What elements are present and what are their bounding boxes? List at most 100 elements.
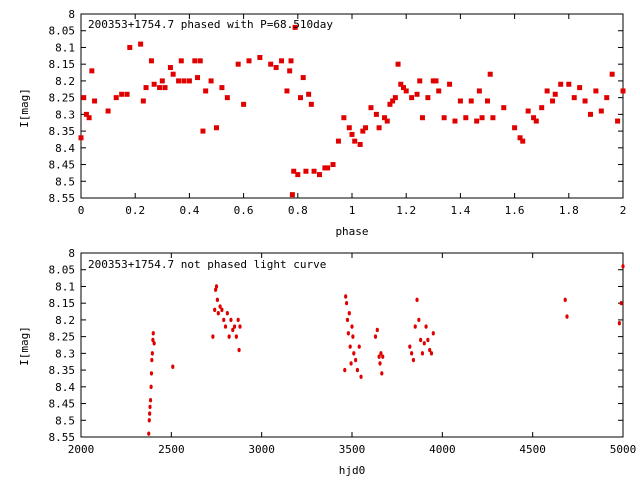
unphased-y-tick-label: 8.25 [49, 331, 76, 344]
phased-data-point [441, 115, 447, 121]
phased-data-point [403, 88, 409, 94]
phased-x-tick-label: 0.8 [288, 204, 308, 217]
phased-data-point [81, 95, 87, 101]
unphased-data-point [150, 351, 154, 356]
unphased-data-point [379, 351, 383, 356]
phased-data-point [197, 58, 203, 64]
phased-y-tick-label: 8.4 [55, 142, 75, 155]
unphased-data-point [375, 327, 379, 333]
unphased-y-tick-label: 8.15 [49, 297, 76, 310]
phased-data-point [474, 118, 480, 124]
unphased-data-point [359, 374, 363, 379]
phased-data-point [138, 41, 144, 47]
unphased-data-point [350, 324, 354, 329]
phased-data-point [170, 71, 176, 77]
phased-chart-title: 200353+1754.7 phased with P=68.510day [88, 18, 333, 31]
phased-y-tick-label: 8.2 [55, 75, 75, 88]
unphased-data-point [411, 357, 416, 363]
phased-data-point [544, 88, 550, 94]
phased-data-point [463, 115, 469, 121]
unphased-y-tick-label: 8.4 [55, 381, 75, 394]
phased-data-point [176, 78, 182, 84]
phased-data-point [92, 98, 98, 104]
phased-x-tick-label: 0.2 [125, 204, 145, 217]
phased-data-point [476, 88, 482, 94]
unphased-data-point [211, 334, 215, 339]
phased-panel: 0 0.2 0.4 0.6 0.8 1 1.2 1.4 1.6 1.8 2 8 8.05 8.1 8.15 8… [18, 8, 626, 238]
unphased-data-point [151, 331, 155, 336]
unphased-data-point [152, 341, 156, 346]
unphased-y-tick-label: 8.1 [55, 280, 75, 293]
phased-data-point [419, 115, 425, 121]
phased-data-point [284, 88, 290, 94]
phased-data-point [533, 118, 539, 124]
phased-y-tick-label: 8.35 [49, 125, 76, 138]
phased-data-point [468, 98, 474, 104]
unphased-data-point [357, 344, 361, 349]
unphased-data-points [147, 264, 625, 436]
unphased-data-point [429, 351, 434, 356]
unphased-data-point [150, 357, 154, 363]
phased-data-point [186, 78, 192, 84]
phased-y-tick-label: 8.5 [55, 175, 75, 188]
phased-data-point [425, 95, 431, 101]
phased-data-point [78, 135, 84, 141]
phased-data-point [308, 101, 314, 107]
phased-data-point [387, 101, 393, 107]
phased-data-point [398, 81, 404, 87]
phased-data-point [577, 85, 583, 91]
phased-data-point [400, 85, 406, 91]
phased-data-point [257, 54, 263, 60]
phased-data-point [587, 111, 593, 117]
phased-data-point [306, 91, 312, 97]
phased-data-point [566, 81, 572, 87]
unphased-data-point [215, 297, 220, 303]
phased-data-point [203, 88, 209, 94]
phased-x-axis-label: phase [335, 225, 368, 238]
phased-data-point [325, 165, 331, 171]
unphased-data-point [347, 311, 351, 316]
phased-data-point [520, 138, 526, 144]
unphased-data-point [148, 411, 152, 416]
unphased-x-tick-label: 2500 [158, 443, 185, 456]
unphased-data-point [231, 327, 235, 333]
unphased-x-tick-label: 3500 [339, 443, 366, 456]
phased-data-point [178, 58, 184, 64]
phased-data-point [392, 95, 398, 101]
phased-data-point [303, 168, 309, 174]
unphased-data-point [213, 287, 218, 292]
unphased-data-point [355, 367, 360, 373]
unphased-data-point [232, 324, 237, 329]
phased-data-point [292, 24, 298, 30]
phased-data-point [512, 125, 518, 131]
phased-data-point [311, 168, 317, 174]
phased-data-point [268, 61, 274, 67]
phased-data-point [341, 115, 347, 121]
phased-data-point [157, 85, 163, 91]
phased-data-point [452, 118, 458, 124]
unphased-data-point [148, 398, 153, 403]
phased-data-point [433, 78, 439, 84]
unphased-x-tick-label: 4500 [519, 443, 546, 456]
unphased-data-point [149, 384, 153, 390]
phased-data-point [235, 61, 241, 67]
phased-data-point [208, 78, 214, 84]
phased-data-point [298, 95, 304, 101]
unphased-data-point [426, 337, 430, 343]
unphased-data-point [216, 311, 220, 316]
phased-data-point [113, 95, 119, 101]
phased-data-point [316, 172, 322, 178]
phased-y-tick-label: 8.1 [55, 41, 75, 54]
unphased-data-point [380, 371, 384, 376]
unphased-plot-frame [80, 252, 624, 438]
phased-data-point [604, 95, 610, 101]
phased-data-point [598, 108, 604, 114]
unphased-data-point [218, 304, 222, 309]
phased-data-point [417, 78, 423, 84]
phased-data-point [214, 125, 219, 131]
phased-data-point [479, 115, 485, 121]
phased-y-tick-label: 8.05 [49, 25, 76, 38]
phased-data-point [86, 115, 92, 121]
unphased-data-point [147, 431, 151, 436]
phased-data-point [195, 75, 201, 81]
